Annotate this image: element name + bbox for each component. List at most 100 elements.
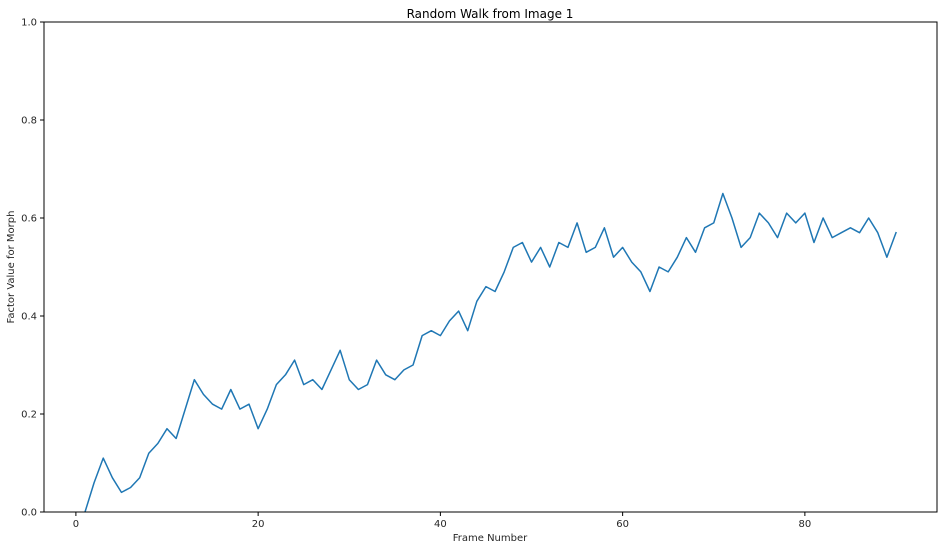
series-layer (84, 192, 897, 512)
data-point (430, 330, 432, 332)
data-point (467, 330, 469, 332)
data-point (786, 212, 788, 214)
data-point (886, 256, 888, 258)
data-point (549, 266, 551, 268)
data-point (212, 403, 214, 405)
data-point (357, 389, 359, 391)
data-point (221, 408, 223, 410)
data-point (840, 232, 842, 234)
data-point (111, 477, 113, 479)
data-point (312, 379, 314, 381)
data-point (895, 232, 897, 234)
data-point (485, 286, 487, 288)
data-point (822, 217, 824, 219)
data-point (831, 237, 833, 239)
series-line (84, 192, 897, 512)
data-point (676, 256, 678, 258)
x-tick-label: 80 (799, 519, 812, 530)
y-tick-label: 0.8 (21, 116, 37, 127)
data-point (175, 438, 177, 440)
data-point (230, 389, 232, 391)
x-tick-label: 60 (616, 519, 629, 530)
data-point (248, 403, 250, 405)
data-point (366, 384, 368, 386)
data-point (130, 487, 132, 489)
data-point (139, 477, 141, 479)
data-point (567, 246, 569, 248)
data-point (713, 222, 715, 224)
x-tick-label: 0 (73, 519, 79, 530)
data-point (868, 217, 870, 219)
x-tick-label: 40 (434, 519, 447, 530)
data-point (877, 232, 879, 234)
data-point (767, 222, 769, 224)
data-point (704, 227, 706, 229)
data-point (284, 374, 286, 376)
data-point (458, 310, 460, 312)
data-point (403, 369, 405, 371)
data-point (503, 271, 505, 273)
data-point (631, 261, 633, 263)
data-point (412, 364, 414, 366)
data-point (93, 482, 95, 484)
y-tick-label: 0.2 (21, 410, 37, 421)
y-axis-label: Factor Value for Morph (6, 211, 17, 324)
data-point (394, 379, 396, 381)
data-point (540, 246, 542, 248)
data-point (749, 237, 751, 239)
data-point (421, 335, 423, 337)
data-point (275, 384, 277, 386)
data-point (148, 452, 150, 454)
data-point (257, 428, 259, 430)
data-point (603, 227, 605, 229)
data-point (695, 251, 697, 253)
data-point (102, 457, 104, 459)
data-point (202, 393, 204, 395)
data-point (266, 408, 268, 410)
y-axis-ticks: 0.0 0.2 0.4 0.6 0.8 1.0 (21, 18, 44, 519)
data-point (348, 379, 350, 381)
data-point (321, 389, 323, 391)
data-point (193, 379, 195, 381)
data-point (512, 246, 514, 248)
data-point (685, 237, 687, 239)
data-point (166, 428, 168, 430)
data-point (859, 232, 861, 234)
data-point (494, 291, 496, 293)
data-point (658, 266, 660, 268)
plot-frame (43, 21, 938, 513)
data-point (613, 256, 615, 258)
y-tick-label: 0.4 (21, 312, 37, 323)
data-point (576, 222, 578, 224)
data-point (558, 242, 560, 244)
data-point (376, 359, 378, 361)
data-point (476, 300, 478, 302)
data-point (439, 335, 441, 337)
chart-title: Random Walk from Image 1 (407, 7, 574, 21)
data-point (120, 491, 122, 493)
data-point (722, 193, 724, 195)
y-tick-label: 0.6 (21, 214, 37, 225)
data-point (813, 242, 815, 244)
data-point (594, 246, 596, 248)
x-axis-ticks: 0 20 40 60 80 (73, 512, 812, 530)
data-point (795, 222, 797, 224)
data-point (239, 408, 241, 410)
x-tick-label: 20 (252, 519, 265, 530)
data-point (184, 408, 186, 410)
data-point (649, 291, 651, 293)
data-point (521, 242, 523, 244)
data-point (667, 271, 669, 273)
data-point (294, 359, 296, 361)
data-point (758, 212, 760, 214)
data-point (385, 374, 387, 376)
data-point (339, 349, 341, 351)
data-point (777, 237, 779, 239)
data-point (740, 246, 742, 248)
x-axis-label: Frame Number (453, 533, 528, 544)
data-point (640, 271, 642, 273)
data-point (330, 369, 332, 371)
data-point (157, 442, 159, 444)
y-tick-label: 1.0 (21, 18, 37, 29)
